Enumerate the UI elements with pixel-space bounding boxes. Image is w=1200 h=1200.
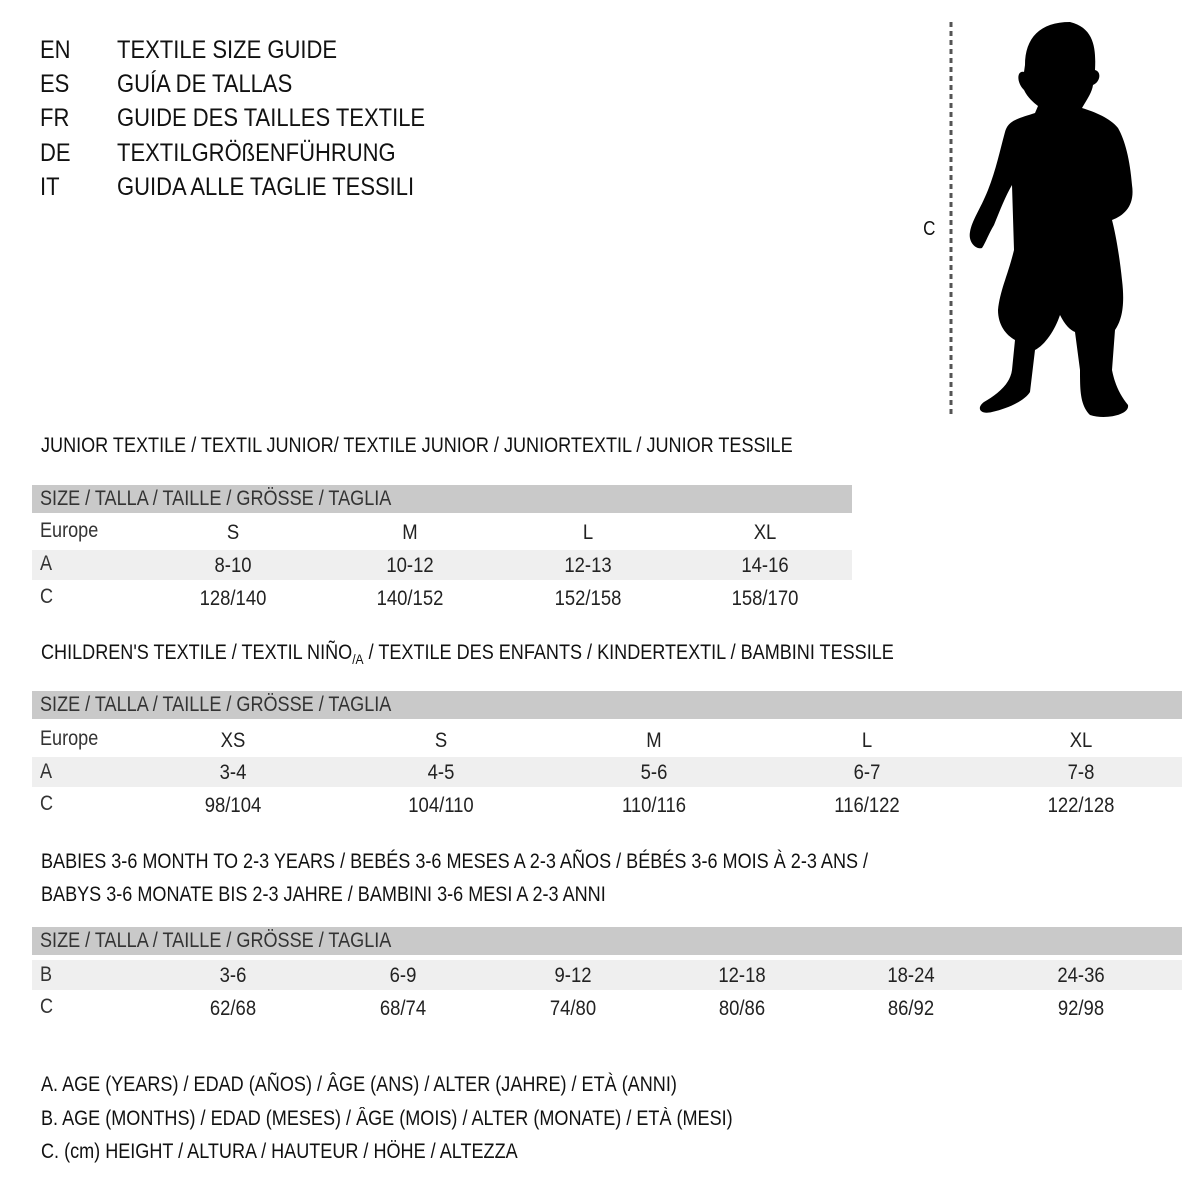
size-header-label: SIZE / TALLA / TAILLE / GRÖSSE / TAGLIA (40, 693, 392, 716)
table-cell: S (434, 729, 448, 752)
table-cell: 122/128 (1047, 794, 1115, 817)
child-silhouette-icon (969, 22, 1133, 417)
table-cell: 152/158 (554, 587, 622, 610)
child-silhouette-figure (949, 22, 1133, 417)
table-cell: 10-12 (386, 554, 434, 577)
table-cell: 12-18 (718, 964, 766, 987)
lang-code: IT (40, 173, 60, 201)
size-header-bar: SIZE / TALLA / TAILLE / GRÖSSE / TAGLIA (32, 691, 1182, 719)
table-cell: 3-4 (219, 761, 247, 784)
row-label: B (40, 963, 53, 986)
row-band (32, 960, 1182, 990)
row-label: Europe (40, 727, 99, 750)
title-text: GUIDE DES TAILLES TEXTILE (117, 104, 426, 132)
legend-item: A. AGE (YEARS) / EDAD (AÑOS) / ÂGE (ANS)… (41, 1073, 677, 1096)
row-band (32, 757, 1182, 787)
lang-code: FR (40, 104, 70, 132)
table-cell: 92/98 (1057, 997, 1105, 1020)
table-cell: 80/86 (718, 997, 766, 1020)
title-text: GUIDA ALLE TAGLIE TESSILI (117, 173, 415, 201)
table-cell: 12-13 (564, 554, 612, 577)
legend-item: C. (cm) HEIGHT / ALTURA / HAUTEUR / HÖHE… (41, 1140, 518, 1163)
table-cell: 140/152 (376, 587, 444, 610)
row-label: A (40, 760, 53, 783)
table-cell: XS (220, 729, 246, 752)
row-label: C (40, 995, 54, 1018)
table-cell: 116/122 (834, 794, 900, 817)
table-cell: 104/110 (408, 794, 474, 817)
row-label: C (40, 792, 54, 815)
table-cell: 62/68 (209, 997, 257, 1020)
table-cell: 4-5 (427, 761, 455, 784)
table-cell: 6-9 (389, 964, 417, 987)
table-cell: 8-10 (214, 554, 252, 577)
title-text: TEXTILGRÖßENFÜHRUNG (117, 139, 396, 167)
table-cell: 68/74 (379, 997, 427, 1020)
table-cell: 3-6 (219, 964, 247, 987)
title-part: / TEXTILE DES ENFANTS / KINDERTEXTIL / B… (363, 641, 894, 664)
babies-section-title-line1: BABIES 3-6 MONTH TO 2-3 YEARS / BEBÉS 3-… (41, 850, 869, 873)
row-label: Europe (40, 519, 99, 542)
table-cell: XL (753, 521, 777, 544)
row-label: C (40, 585, 54, 608)
title-text: GUÍA DE TALLAS (117, 70, 293, 98)
lang-code: ES (40, 70, 70, 98)
table-cell: 9-12 (554, 964, 592, 987)
table-cell: M (402, 521, 418, 544)
table-cell: S (226, 521, 240, 544)
height-measure-label: C (923, 218, 936, 240)
size-header-bar: SIZE / TALLA / TAILLE / GRÖSSE / TAGLIA (32, 927, 1182, 955)
table-cell: 7-8 (1067, 761, 1095, 784)
table-cell: 18-24 (887, 964, 935, 987)
table-cell: 110/116 (621, 794, 687, 817)
size-header-label: SIZE / TALLA / TAILLE / GRÖSSE / TAGLIA (40, 487, 392, 510)
table-cell: 24-36 (1057, 964, 1105, 987)
title-subscript: /A (352, 651, 364, 668)
table-cell: L (861, 729, 873, 752)
table-cell: 158/170 (731, 587, 799, 610)
table-cell: 86/92 (887, 997, 935, 1020)
title-part: CHILDREN'S TEXTILE / TEXTIL NIÑO (41, 641, 353, 664)
table-cell: 6-7 (853, 761, 881, 784)
table-cell: 74/80 (549, 997, 597, 1020)
legend-item: B. AGE (MONTHS) / EDAD (MESES) / ÂGE (MO… (41, 1107, 733, 1130)
junior-section-title: JUNIOR TEXTILE / TEXTIL JUNIOR/ TEXTILE … (41, 434, 793, 457)
lang-code: EN (40, 36, 71, 64)
children-section-title: CHILDREN'S TEXTILE / TEXTIL NIÑO/A / TEX… (41, 640, 894, 672)
table-cell: 98/104 (204, 794, 262, 817)
table-cell: 5-6 (640, 761, 668, 784)
lang-code: DE (40, 139, 71, 167)
babies-section-title-line2: BABYS 3-6 MONATE BIS 2-3 JAHRE / BAMBINI… (41, 883, 606, 906)
table-cell: 14-16 (741, 554, 789, 577)
row-band (32, 550, 852, 580)
size-header-bar: SIZE / TALLA / TAILLE / GRÖSSE / TAGLIA (32, 485, 852, 513)
table-cell: XL (1069, 729, 1093, 752)
size-header-label: SIZE / TALLA / TAILLE / GRÖSSE / TAGLIA (40, 929, 392, 952)
title-text: TEXTILE SIZE GUIDE (117, 36, 338, 64)
row-label: A (40, 552, 53, 575)
table-cell: 128/140 (199, 587, 267, 610)
table-cell: L (582, 521, 594, 544)
table-cell: M (646, 729, 662, 752)
